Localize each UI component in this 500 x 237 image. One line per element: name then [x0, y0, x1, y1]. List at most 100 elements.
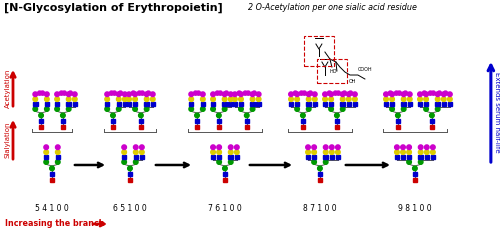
Bar [55, 102, 60, 106]
Circle shape [424, 92, 428, 96]
Bar [211, 155, 216, 159]
Bar [300, 119, 305, 123]
Bar [330, 155, 334, 159]
Bar [407, 155, 412, 159]
Circle shape [312, 145, 316, 150]
Circle shape [237, 91, 242, 95]
Text: [N-Glycosylation of Erythropoietin]: [N-Glycosylation of Erythropoietin] [4, 3, 222, 13]
Bar [424, 155, 429, 159]
Circle shape [118, 91, 122, 95]
Bar [324, 155, 328, 159]
Circle shape [140, 91, 144, 95]
Circle shape [352, 92, 357, 96]
Circle shape [288, 97, 294, 101]
Circle shape [238, 92, 244, 96]
Bar [122, 155, 126, 159]
Circle shape [126, 92, 132, 96]
Circle shape [424, 145, 429, 150]
Circle shape [56, 160, 60, 164]
Bar [110, 125, 115, 129]
Circle shape [336, 145, 340, 150]
Bar [222, 178, 227, 182]
Circle shape [308, 91, 312, 95]
Bar [138, 119, 143, 123]
Bar [126, 102, 131, 106]
Circle shape [72, 92, 77, 96]
Circle shape [408, 97, 412, 101]
Bar [232, 102, 237, 106]
Circle shape [250, 92, 255, 96]
Circle shape [128, 166, 132, 171]
Bar [306, 102, 311, 106]
Bar [306, 155, 310, 159]
Text: COOH: COOH [358, 67, 372, 72]
Circle shape [55, 107, 60, 111]
Circle shape [222, 107, 227, 111]
Circle shape [126, 97, 132, 101]
Circle shape [250, 97, 255, 101]
Circle shape [300, 113, 305, 118]
Bar [334, 125, 339, 129]
Circle shape [134, 145, 138, 150]
Circle shape [322, 92, 328, 96]
Bar [346, 102, 351, 106]
Circle shape [116, 107, 121, 111]
Circle shape [211, 92, 216, 96]
Circle shape [340, 107, 345, 111]
Bar [408, 102, 412, 106]
Circle shape [442, 92, 446, 96]
Circle shape [394, 91, 398, 95]
Circle shape [55, 97, 60, 101]
Circle shape [66, 97, 71, 101]
Circle shape [200, 107, 205, 111]
Bar [401, 155, 406, 159]
Circle shape [55, 92, 60, 96]
Bar [448, 102, 452, 106]
Bar [222, 102, 227, 106]
Circle shape [110, 113, 116, 118]
Bar [39, 125, 44, 129]
Circle shape [150, 97, 155, 101]
Circle shape [328, 91, 332, 95]
Circle shape [402, 107, 406, 111]
Circle shape [330, 145, 334, 150]
Circle shape [234, 150, 239, 155]
Bar [50, 178, 54, 182]
Bar [138, 125, 143, 129]
Circle shape [256, 97, 261, 101]
Bar [295, 102, 300, 106]
Circle shape [112, 91, 116, 95]
Circle shape [312, 97, 317, 101]
Circle shape [133, 97, 138, 101]
Circle shape [72, 97, 77, 101]
Bar [144, 102, 149, 106]
Circle shape [105, 92, 110, 96]
Circle shape [295, 92, 300, 96]
Circle shape [407, 145, 412, 150]
Text: Sialylation: Sialylation [5, 122, 11, 158]
Circle shape [122, 150, 126, 155]
Circle shape [116, 97, 121, 101]
Bar [442, 102, 446, 106]
Circle shape [217, 160, 222, 164]
Circle shape [294, 91, 298, 95]
Circle shape [196, 91, 200, 95]
Text: Increasing the branch: Increasing the branch [5, 219, 104, 228]
Circle shape [418, 145, 423, 150]
Circle shape [424, 150, 429, 155]
Circle shape [407, 160, 412, 164]
Bar [134, 155, 138, 159]
Bar [424, 102, 428, 106]
Bar [430, 119, 434, 123]
Circle shape [44, 150, 48, 155]
Bar [216, 125, 221, 129]
Bar [412, 178, 417, 182]
Circle shape [306, 97, 311, 101]
Bar [250, 102, 255, 106]
Circle shape [222, 166, 227, 171]
Bar [289, 102, 294, 106]
Circle shape [144, 107, 149, 111]
Circle shape [222, 92, 227, 96]
Bar [430, 155, 435, 159]
Circle shape [33, 92, 38, 96]
